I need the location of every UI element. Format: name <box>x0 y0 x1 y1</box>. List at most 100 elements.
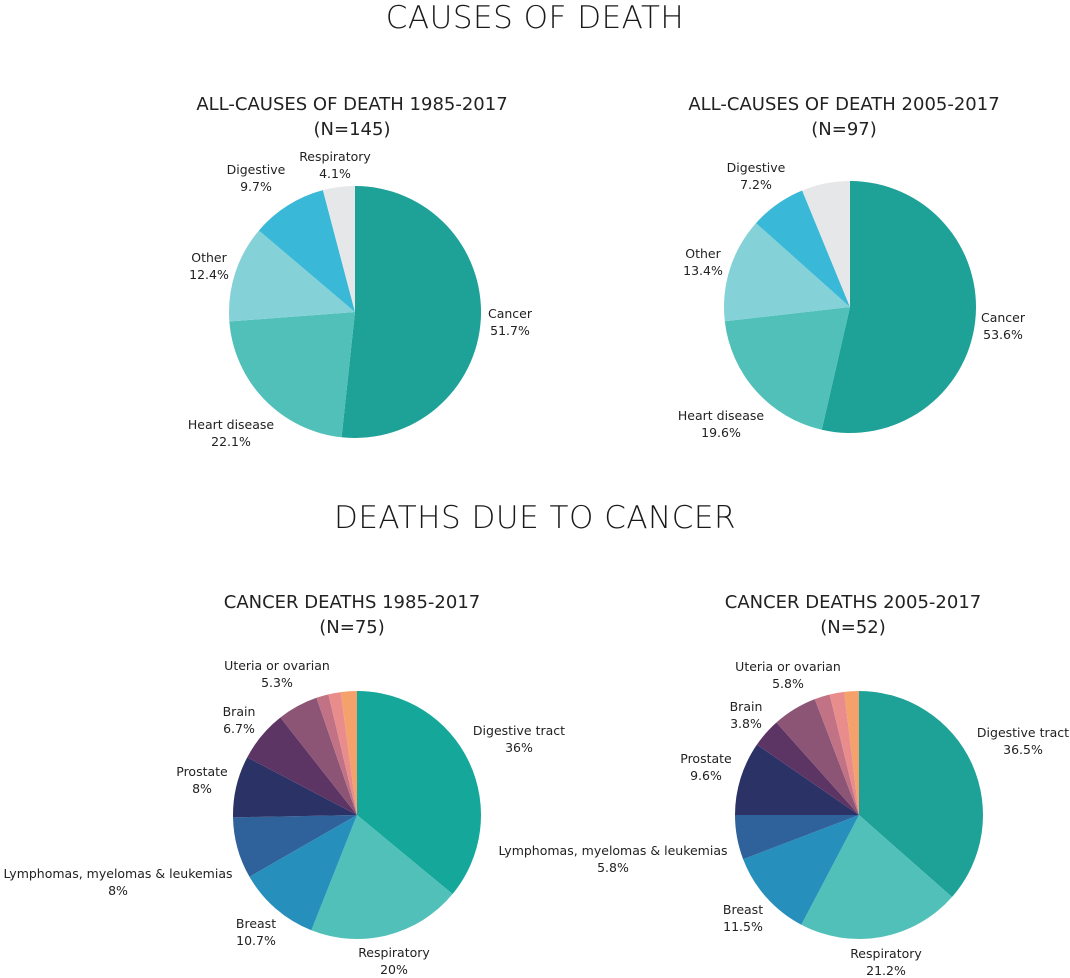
slice-label-digestive-tract: Digestive tract 36.5% <box>977 725 1069 757</box>
slice-label-percent: 20% <box>380 962 408 977</box>
slice-label-percent: 11.5% <box>723 919 763 934</box>
section-title-cancer: DEATHS DUE TO CANCER <box>333 500 737 536</box>
chart-subtitle-text: (N=97) <box>811 119 877 140</box>
slice-label-percent: 5.3% <box>261 675 293 690</box>
chart-title-text: ALL-CAUSES OF DEATH 2005-2017 <box>688 94 1000 115</box>
pie-slice-uteria-or-ovarian <box>280 697 357 815</box>
slice-label-cancer: Cancer 51.7% <box>488 306 533 338</box>
chart-subtitle-text: (N=52) <box>820 617 886 638</box>
chart-title-1: ALL-CAUSES OF DEATH 1985-2017 (N=145) <box>196 92 507 142</box>
slice-label-respiratory: Respiratory 21.2% <box>850 946 922 978</box>
slice-label-name: Lymphomas, myelomas & leukemias <box>498 843 727 858</box>
slice-label-percent: 5.8% <box>772 676 804 691</box>
slice-label-name: Other <box>685 246 721 261</box>
chart-title-text: CANCER DEATHS 1985-2017 <box>223 592 481 613</box>
slice-label-prostate: Prostate 8% <box>176 764 228 796</box>
slice-label-name: Cancer <box>488 306 533 321</box>
slice-label-brain: Brain 3.8% <box>730 699 763 731</box>
slice-label-percent: 7.2% <box>740 177 772 192</box>
slice-label-percent: 51.7% <box>490 323 530 338</box>
slice-label-heart-disease: Heart disease 22.1% <box>188 417 275 449</box>
pie-slice-other-7 <box>316 694 357 815</box>
slice-label-percent: 6.7% <box>223 721 255 736</box>
slice-label-name: Heart disease <box>678 408 765 423</box>
slice-label-prostate: Prostate 9.6% <box>680 751 732 783</box>
pie-slice-digestive <box>756 190 850 307</box>
pie-slice-cancer <box>341 185 482 438</box>
pie-slice-digestive-tract <box>859 691 983 897</box>
chart-title-2: ALL-CAUSES OF DEATH 2005-2017 (N=97) <box>688 92 999 142</box>
pie-slice-other-8 <box>328 692 357 815</box>
chart-subtitle-text: (N=145) <box>313 119 391 140</box>
chart-title-3: CANCER DEATHS 1985-2017 (N=75) <box>224 590 480 640</box>
slice-label-name: Brain <box>730 699 763 714</box>
slice-label-percent: 12.4% <box>189 267 229 282</box>
slice-label-name: Brain <box>223 704 256 719</box>
pie-slice-lymphomas-myelomas-and-leukemias <box>735 815 859 860</box>
slice-label-percent: 10.7% <box>236 933 276 948</box>
pie-slice-cancer <box>821 181 976 433</box>
pie-slice-lymphomas-myelomas-and-leukemias <box>233 815 357 877</box>
slice-label-name: Breast <box>236 916 276 931</box>
pie-slice-other-4 <box>802 181 850 307</box>
slice-label-digestive: Digestive 9.7% <box>227 162 286 194</box>
slice-label-name: Breast <box>723 902 763 917</box>
slice-label-name: Heart disease <box>188 417 275 432</box>
chart-subtitle-text: (N=75) <box>319 617 385 638</box>
slice-label-name: Digestive <box>227 162 286 177</box>
slice-label-percent: 36% <box>505 740 533 755</box>
pie-slice-respiratory <box>322 186 355 312</box>
slice-label-name: Respiratory <box>850 946 922 961</box>
slice-label-name: Uteria or ovarian <box>224 658 330 673</box>
pie-slice-other-9 <box>844 691 859 815</box>
slice-label-percent: 53.6% <box>983 327 1023 342</box>
chart-title-text: CANCER DEATHS 2005-2017 <box>724 592 982 613</box>
slice-label-name: Uteria or ovarian <box>735 659 841 674</box>
slice-label-digestive-tract: Digestive tract 36% <box>473 723 565 755</box>
pie-chart-cancer-deaths-1985-2017: Digestive tract 36% Respiratory 20% Breast 10… <box>3 658 565 977</box>
pie-chart-all-causes-2005-2017: Cancer 53.6% Heart disease 19.6% Other 13.4% D… <box>678 160 1026 440</box>
slice-label-uteria-or-ovarian: Uteria or ovarian 5.3% <box>224 658 330 690</box>
pie-slice-digestive <box>258 190 355 312</box>
slice-label-percent: 22.1% <box>211 434 251 449</box>
slice-label-name: Prostate <box>176 764 228 779</box>
pie-slice-other-9 <box>340 691 357 815</box>
slice-label-name: Respiratory <box>358 945 430 960</box>
slice-label-percent: 4.1% <box>319 166 351 181</box>
pie-slice-other <box>723 223 850 322</box>
section-title-causes: CAUSES OF DEATH <box>385 0 685 36</box>
slice-label-name: Digestive <box>727 160 786 175</box>
slice-label-name: Other <box>191 250 227 265</box>
pie-slice-other <box>229 230 355 322</box>
pie-slice-other-7 <box>814 694 859 815</box>
pie-chart-all-causes-1985-2017: Cancer 51.7% Heart disease 22.1% Other 12.4% D… <box>188 149 533 449</box>
pie-slice-prostate <box>232 757 357 818</box>
slice-label-cancer: Cancer 53.6% <box>981 310 1026 342</box>
slice-label-name: Prostate <box>680 751 732 766</box>
slice-label-breast: Breast 11.5% <box>723 902 763 934</box>
pie-slice-breast <box>743 815 859 925</box>
slice-label-name: Digestive tract <box>473 723 565 738</box>
pie-slice-prostate <box>735 744 859 815</box>
pie-slice-uteria-or-ovarian <box>776 699 859 815</box>
pie-chart-cancer-deaths-2005-2017: Digestive tract 36.5% Respiratory 21.2% Brea… <box>498 659 1069 978</box>
slice-label-name: Cancer <box>981 310 1026 325</box>
pie-slice-other-8 <box>829 691 859 815</box>
slice-label-digestive: Digestive 7.2% <box>727 160 786 192</box>
slice-label-respiratory: Respiratory 20% <box>358 945 430 977</box>
slice-label-percent: 19.6% <box>701 425 741 440</box>
slice-label-percent: 9.7% <box>240 179 272 194</box>
slice-label-name: Digestive tract <box>977 725 1069 740</box>
slice-label-heart-disease: Heart disease 19.6% <box>678 408 765 440</box>
slice-label-percent: 8% <box>108 883 128 898</box>
slice-label-percent: 13.4% <box>683 263 723 278</box>
pie-slice-digestive-tract <box>357 691 481 895</box>
slice-label-percent: 3.8% <box>730 716 762 731</box>
pie-slice-brain <box>247 717 357 815</box>
slice-label-percent: 5.8% <box>597 860 629 875</box>
pie-slice-respiratory <box>311 815 453 939</box>
slice-label-percent: 36.5% <box>1003 742 1043 757</box>
pie-slice-heart-disease <box>229 312 355 438</box>
slice-label-percent: 9.6% <box>690 768 722 783</box>
